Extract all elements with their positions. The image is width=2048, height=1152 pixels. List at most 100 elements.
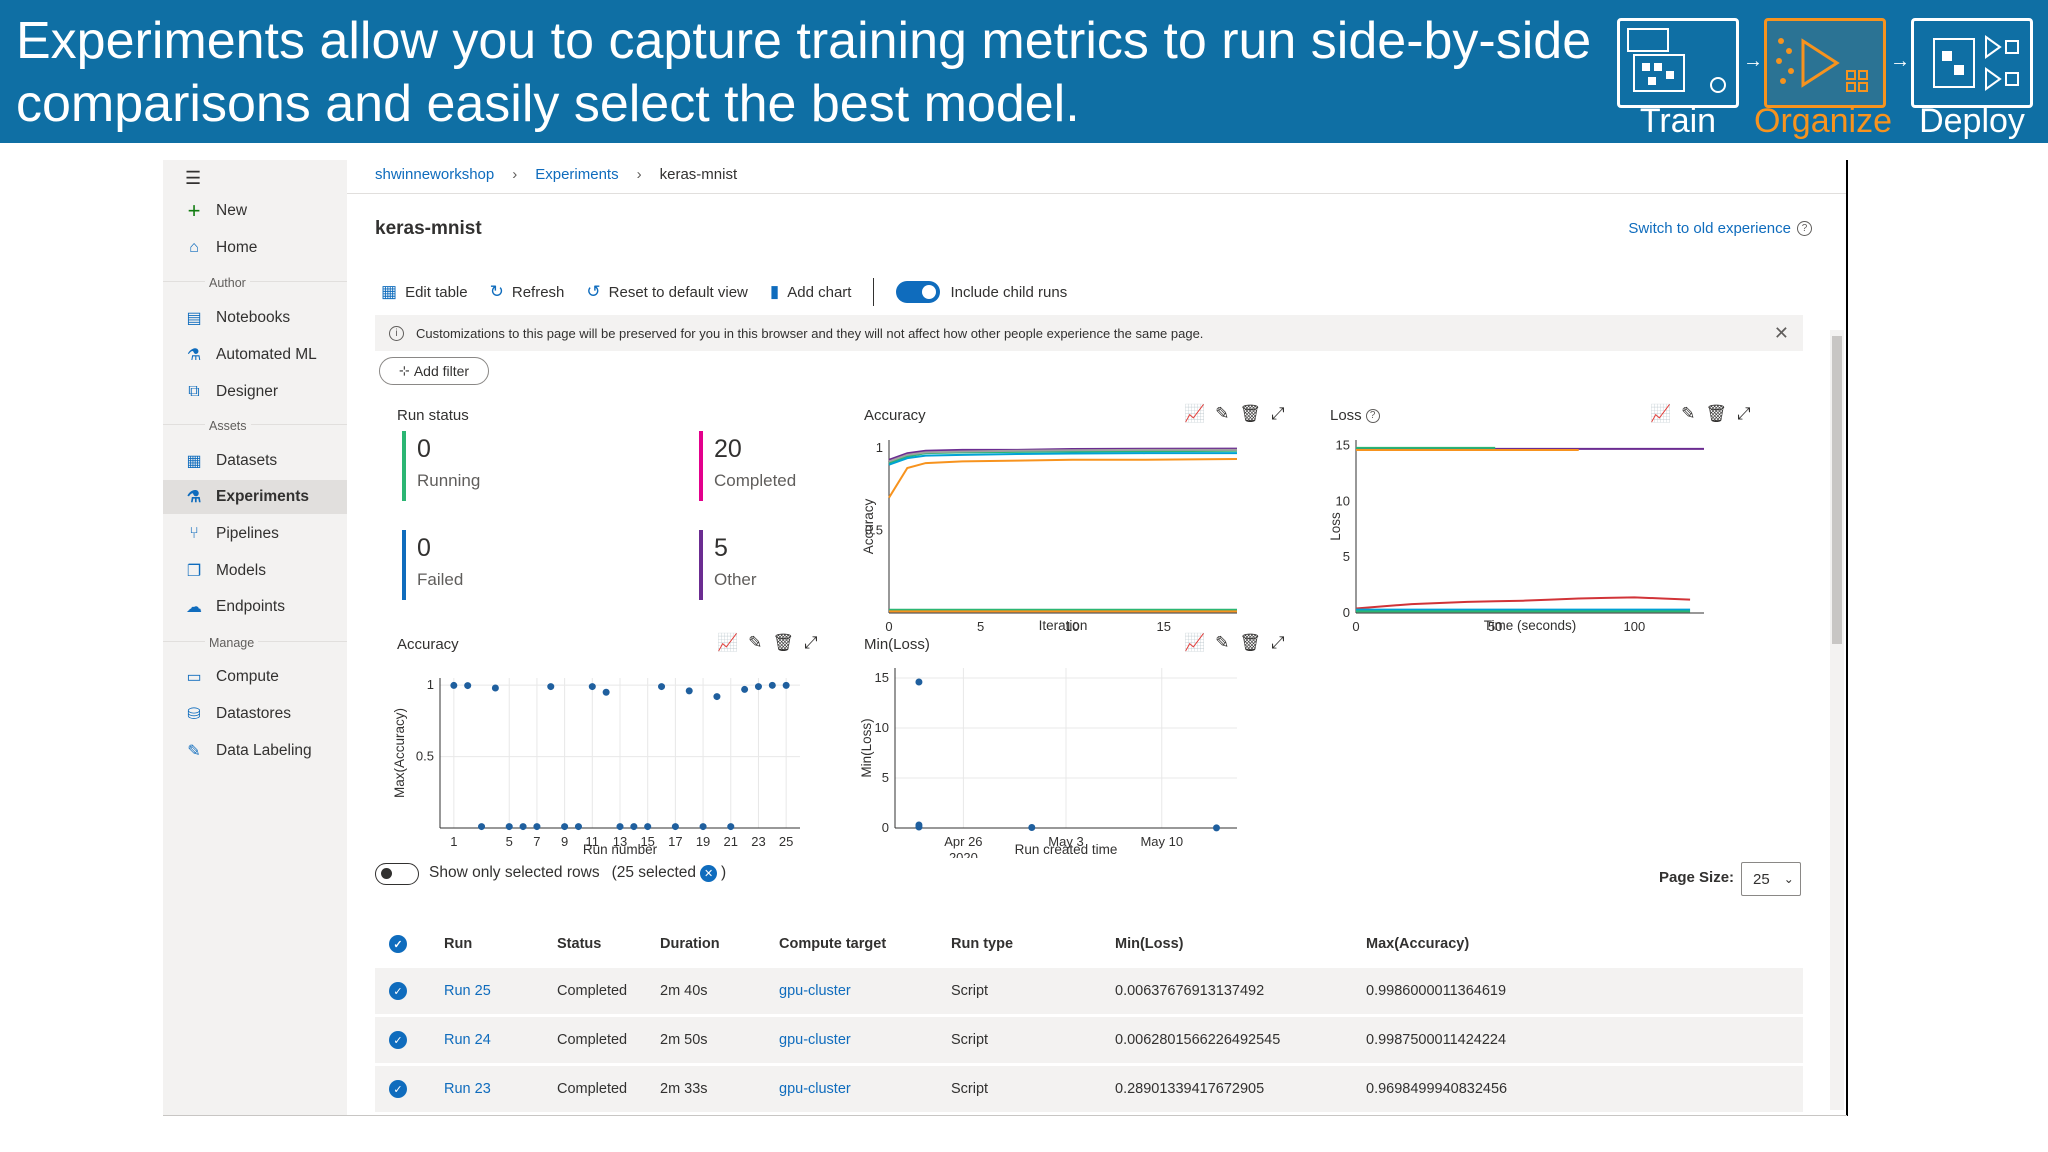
edit-icon[interactable]: ✎: [748, 633, 763, 652]
min-loss-value: 0.0062801566226492545: [1115, 1032, 1281, 1048]
expand-icon[interactable]: ⤢: [1271, 633, 1285, 652]
expand-icon[interactable]: ⤢: [1737, 404, 1751, 423]
organize-stage-icon: [1764, 18, 1886, 108]
add-chart-button[interactable]: ▮ Add chart: [770, 282, 852, 302]
close-icon[interactable]: ✕: [1773, 323, 1789, 343]
switch-old-experience-link[interactable]: Switch to old experience ?: [1628, 220, 1812, 237]
sidebar-item-designer[interactable]: ⧉ Designer: [163, 375, 347, 409]
sidebar: ☰ + New ⌂ Home Author ▤ Notebooks ⚗ Auto…: [163, 160, 347, 1116]
status-failed[interactable]: 0 Failed: [402, 530, 602, 600]
compute-target-link[interactable]: gpu-cluster: [779, 1081, 851, 1097]
status-running[interactable]: 0 Running: [402, 431, 602, 501]
row-checkbox[interactable]: ✓: [389, 982, 407, 1000]
delete-icon[interactable]: 🗑: [1705, 404, 1728, 423]
table-header-row: ✓ Run Status Duration Compute target Run…: [375, 920, 1803, 968]
sidebar-item-label: Data Labeling: [216, 742, 312, 759]
column-header[interactable]: Run type: [951, 936, 1014, 952]
chart-type-icon[interactable]: 📈: [1184, 404, 1206, 423]
show-selected-text: Show only selected rows: [429, 864, 600, 881]
delete-icon[interactable]: 🗑: [772, 633, 795, 652]
refresh-icon: ↻: [489, 282, 504, 301]
status-label: Running: [417, 471, 481, 490]
page-size-select[interactable]: 25 ⌄: [1741, 862, 1801, 896]
run-duration: 2m 33s: [660, 1081, 708, 1097]
refresh-button[interactable]: ↻ Refresh: [490, 282, 565, 302]
reset-view-button[interactable]: ↺ Reset to default view: [586, 282, 748, 302]
compute-target-link[interactable]: gpu-cluster: [779, 1032, 851, 1048]
compute-target-link[interactable]: gpu-cluster: [779, 983, 851, 999]
accuracy-line-chart[interactable]: 0 5 10 15 0.5 1 Iteration Accuracy: [857, 430, 1257, 635]
select-all-checkbox[interactable]: ✓: [389, 935, 407, 953]
row-checkbox[interactable]: ✓: [389, 1080, 407, 1098]
include-child-runs-toggle[interactable]: [896, 281, 941, 303]
data-point: [915, 678, 923, 686]
expand-icon[interactable]: ⤢: [1271, 404, 1285, 423]
min-loss-chart-title: Min(Loss): [864, 636, 930, 653]
table-row[interactable]: ✓ Run 25 Completed 2m 40s gpu-cluster Sc…: [375, 968, 1803, 1016]
x-tick-label: 23: [751, 834, 765, 849]
sidebar-item-datasets[interactable]: ▦ Datasets: [163, 444, 347, 478]
sidebar-item-experiments[interactable]: ⚗ Experiments: [163, 480, 347, 514]
sidebar-item-new[interactable]: + New: [163, 194, 347, 228]
sidebar-item-notebooks[interactable]: ▤ Notebooks: [163, 301, 347, 335]
chart-type-icon[interactable]: 📈: [1650, 404, 1672, 423]
max-accuracy-value: 0.9987500011424224: [1366, 1032, 1507, 1048]
status-completed[interactable]: 20 Completed: [699, 431, 899, 501]
data-point: [574, 823, 582, 831]
column-header[interactable]: Max(Accuracy): [1366, 936, 1470, 952]
breadcrumb-experiments[interactable]: Experiments: [535, 166, 619, 183]
show-selected-toggle[interactable]: [375, 863, 419, 885]
help-icon[interactable]: ?: [1365, 408, 1380, 423]
data-point: [658, 683, 666, 691]
chart-type-icon[interactable]: 📈: [1184, 633, 1206, 652]
sidebar-item-compute[interactable]: ▭ Compute: [163, 660, 347, 694]
loss-line-chart[interactable]: 0 50 100 0 5 10 15 Time (seconds) Loss: [1324, 430, 1724, 635]
sidebar-item-automated-ml[interactable]: ⚗ Automated ML: [163, 338, 347, 372]
row-checkbox[interactable]: ✓: [389, 1031, 407, 1049]
table-row[interactable]: ✓ Run 24 Completed 2m 50s gpu-cluster Sc…: [375, 1017, 1803, 1065]
sidebar-item-pipelines[interactable]: ⑂ Pipelines: [163, 517, 347, 551]
sidebar-item-datastores[interactable]: ⛁ Datastores: [163, 697, 347, 731]
edit-table-button[interactable]: ▦ Edit table: [381, 282, 468, 302]
add-filter-button[interactable]: ⊹ Add filter: [379, 357, 489, 385]
sidebar-item-label: Datasets: [216, 452, 278, 469]
breadcrumb-workspace[interactable]: shwinneworkshop: [375, 166, 495, 183]
table-row[interactable]: ✓ Run 23 Completed 2m 33s gpu-cluster Sc…: [375, 1066, 1803, 1114]
y-axis-label: Max(Accuracy): [392, 708, 407, 798]
column-header[interactable]: Min(Loss): [1115, 936, 1184, 952]
vertical-scrollbar[interactable]: [1830, 330, 1844, 1110]
banner: Experiments allow you to capture trainin…: [0, 0, 2048, 143]
status-other[interactable]: 5 Other: [699, 530, 899, 600]
edit-icon[interactable]: ✎: [1215, 404, 1230, 423]
x-tick-label: 100: [1624, 619, 1646, 634]
run-link[interactable]: Run 25: [444, 983, 491, 999]
data-point: [713, 693, 721, 701]
sidebar-item-endpoints[interactable]: ☁ Endpoints: [163, 590, 347, 624]
arrow-icon: →: [1890, 50, 1910, 72]
edit-icon[interactable]: ✎: [1215, 633, 1230, 652]
column-header[interactable]: Compute target: [779, 936, 887, 952]
sidebar-item-home[interactable]: ⌂ Home: [163, 231, 347, 265]
sidebar-item-data-labeling[interactable]: ✎ Data Labeling: [163, 734, 347, 768]
sidebar-item-label: Automated ML: [216, 346, 317, 363]
series-line: [888, 457, 1238, 499]
expand-icon[interactable]: ⤢: [804, 633, 818, 652]
edit-icon[interactable]: ✎: [1681, 404, 1696, 423]
delete-icon[interactable]: 🗑: [1239, 633, 1262, 652]
run-link[interactable]: Run 23: [444, 1081, 491, 1097]
column-header[interactable]: Duration: [660, 936, 720, 952]
hamburger-icon[interactable]: ☰: [185, 168, 202, 188]
delete-icon[interactable]: 🗑: [1239, 404, 1262, 423]
min-loss-value: 0.00637676913137492: [1115, 983, 1265, 999]
run-link[interactable]: Run 24: [444, 1032, 491, 1048]
chart-type-icon[interactable]: 📈: [717, 633, 739, 652]
flask-icon: ⚗: [186, 489, 202, 506]
sidebar-item-models[interactable]: ❐ Models: [163, 554, 347, 588]
column-header[interactable]: Status: [557, 936, 602, 952]
scrollbar-thumb[interactable]: [1832, 336, 1842, 644]
data-point: [644, 823, 652, 831]
clear-selection-icon[interactable]: ✕: [700, 864, 718, 882]
column-header[interactable]: Run: [444, 936, 473, 952]
